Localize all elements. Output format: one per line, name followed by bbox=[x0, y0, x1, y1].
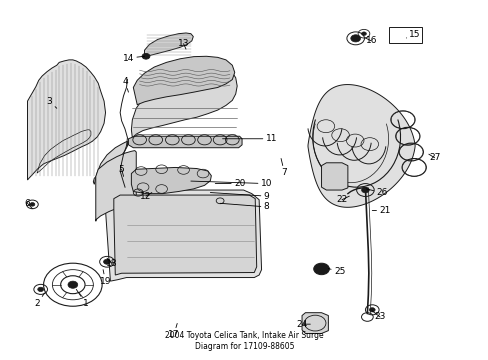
Polygon shape bbox=[302, 313, 328, 333]
Text: 6: 6 bbox=[24, 199, 32, 209]
Polygon shape bbox=[144, 33, 193, 57]
Text: 9: 9 bbox=[210, 192, 269, 201]
Text: 13: 13 bbox=[178, 39, 189, 49]
Text: 14: 14 bbox=[122, 54, 144, 63]
Text: 19: 19 bbox=[100, 270, 111, 285]
Text: 23: 23 bbox=[371, 311, 385, 321]
Text: 7: 7 bbox=[281, 158, 287, 177]
Polygon shape bbox=[131, 69, 237, 141]
Circle shape bbox=[361, 32, 366, 36]
Text: 26: 26 bbox=[366, 188, 387, 197]
Polygon shape bbox=[27, 60, 105, 180]
Circle shape bbox=[313, 263, 329, 275]
Text: 4: 4 bbox=[122, 77, 128, 92]
Text: 20: 20 bbox=[215, 179, 245, 188]
Polygon shape bbox=[105, 190, 261, 281]
Polygon shape bbox=[96, 150, 136, 221]
Polygon shape bbox=[131, 167, 211, 194]
Text: 15: 15 bbox=[406, 30, 420, 39]
Text: 22: 22 bbox=[336, 195, 348, 204]
Circle shape bbox=[30, 203, 35, 206]
Text: 8: 8 bbox=[220, 202, 269, 211]
Polygon shape bbox=[128, 136, 242, 148]
Text: 25: 25 bbox=[328, 267, 345, 276]
Circle shape bbox=[142, 53, 150, 59]
Text: 18: 18 bbox=[106, 258, 118, 268]
Circle shape bbox=[350, 35, 360, 42]
Polygon shape bbox=[321, 163, 347, 190]
Polygon shape bbox=[133, 56, 234, 105]
Polygon shape bbox=[307, 85, 414, 207]
Text: 5: 5 bbox=[119, 165, 124, 176]
Text: 21: 21 bbox=[371, 206, 390, 215]
Text: 2004 Toyota Celica Tank, Intake Air Surge
Diagram for 17109-88605: 2004 Toyota Celica Tank, Intake Air Surg… bbox=[165, 331, 323, 351]
Text: 12: 12 bbox=[140, 192, 152, 201]
Text: 1: 1 bbox=[76, 289, 89, 308]
FancyBboxPatch shape bbox=[388, 27, 421, 43]
Text: 3: 3 bbox=[46, 96, 57, 108]
Polygon shape bbox=[114, 195, 256, 275]
Circle shape bbox=[361, 187, 368, 193]
Text: 2: 2 bbox=[34, 293, 44, 308]
Text: 27: 27 bbox=[428, 153, 440, 162]
Text: 16: 16 bbox=[365, 36, 376, 45]
Circle shape bbox=[103, 259, 110, 264]
Text: 17: 17 bbox=[168, 323, 179, 339]
Circle shape bbox=[368, 308, 374, 312]
Polygon shape bbox=[93, 141, 127, 184]
Text: 11: 11 bbox=[222, 134, 277, 143]
Text: 24: 24 bbox=[296, 320, 310, 329]
Circle shape bbox=[68, 281, 78, 288]
Text: 10: 10 bbox=[190, 179, 272, 188]
Circle shape bbox=[38, 287, 43, 292]
